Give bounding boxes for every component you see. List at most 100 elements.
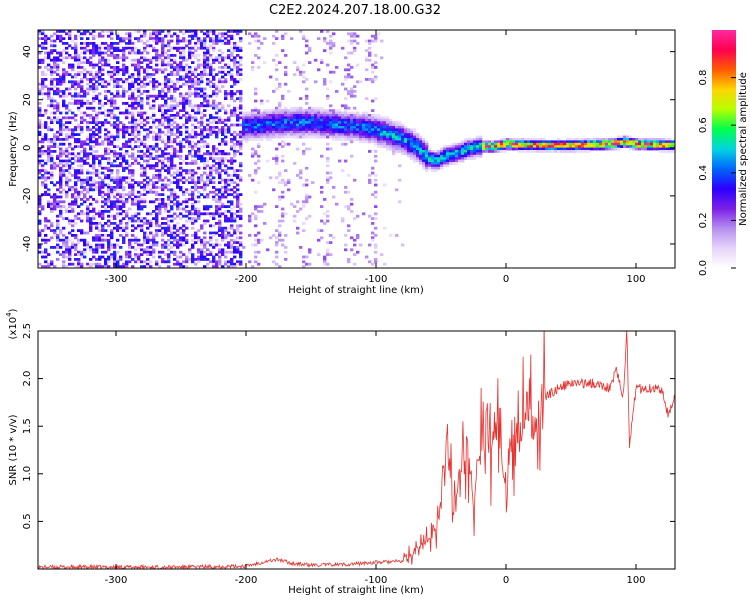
- spectrogram-cell: [233, 255, 237, 259]
- spectrogram-cell: [224, 90, 228, 93]
- spectrogram-cell: [158, 224, 162, 228]
- spectrogram-cell: [173, 190, 177, 194]
- spectrogram-cell: [74, 75, 78, 79]
- spectrogram-cell: [47, 63, 51, 67]
- spectrogram-cell: [140, 106, 144, 110]
- spectrogram-cell: [68, 44, 72, 48]
- spectrogram-cell: [167, 214, 171, 218]
- spectrogram-cell: [149, 37, 153, 40]
- spectrogram-cell: [134, 128, 138, 132]
- spectrogram-cell: [38, 150, 42, 153]
- spectrogram-cell: [173, 138, 177, 141]
- spectrogram-cell: [71, 241, 75, 244]
- spectrogram-cell: [446, 162, 450, 165]
- spectrogram-cell: [71, 243, 75, 247]
- spectrogram-cell: [101, 82, 105, 86]
- spectrogram-cell: [338, 111, 342, 115]
- spectrogram-cell: [140, 116, 144, 120]
- spectrogram-cell: [149, 66, 153, 69]
- spectrogram-cell: [185, 226, 189, 230]
- spectrogram-cell: [308, 111, 312, 115]
- spectrogram-cell: [131, 118, 135, 122]
- spectrogram-cell: [194, 210, 198, 213]
- spectrogram-cell: [71, 174, 75, 177]
- spectrogram-cell: [140, 66, 144, 69]
- spectrogram-cell: [278, 109, 282, 112]
- spectrogram-cell: [68, 135, 72, 139]
- spectrogram-cell: [62, 30, 66, 33]
- spectrogram-cell: [173, 106, 177, 110]
- spectrogram-cell: [170, 73, 174, 76]
- spectrogram-cell: [161, 51, 165, 55]
- spectrogram-cell: [80, 121, 84, 124]
- spectrogram-cell: [71, 68, 75, 72]
- spectrogram-cell: [452, 152, 456, 156]
- spectrogram-cell: [272, 111, 276, 115]
- spectrogram-cell: [284, 130, 288, 134]
- spectrogram-cell: [302, 70, 306, 74]
- spectrogram-cell: [239, 241, 243, 244]
- spectrogram-cell: [56, 243, 60, 247]
- spectrogram-cell: [371, 63, 375, 67]
- spectrogram-cell: [383, 140, 387, 144]
- spectrogram-cell: [275, 87, 279, 91]
- spectrogram-cell: [185, 260, 189, 264]
- spectrogram-cell: [257, 39, 261, 43]
- spectrogram-cell: [221, 193, 225, 196]
- spectrogram-cell: [494, 150, 498, 153]
- spectrogram-cell: [269, 130, 273, 134]
- spectrogram-cell: [152, 78, 156, 81]
- spectrogram-cell: [371, 140, 375, 144]
- spectrogram-cell: [86, 219, 90, 223]
- spectrogram-cell: [344, 56, 348, 60]
- spectrogram-cell: [146, 133, 150, 136]
- spectrogram-cell: [140, 56, 144, 60]
- spectrogram-cell: [131, 104, 135, 108]
- spectrogram-cell: [197, 46, 201, 50]
- spectrogram-cell: [275, 243, 279, 247]
- spectrogram-cell: [137, 78, 141, 81]
- spectrogram-cell: [344, 97, 348, 100]
- spectrogram-cell: [215, 212, 219, 216]
- spectrogram-cell: [134, 162, 138, 165]
- spectrogram-cell: [236, 262, 240, 266]
- spectrogram-cell: [371, 121, 375, 124]
- spectrogram-cell: [182, 145, 186, 148]
- spectrogram-cell: [299, 121, 303, 124]
- spectrogram-cell: [326, 159, 330, 163]
- spectrogram-cell: [320, 236, 324, 240]
- spectrogram-cell: [182, 169, 186, 172]
- spectrogram-cell: [71, 219, 75, 223]
- spectrogram-cell: [182, 109, 186, 112]
- spectrogram-cell: [167, 78, 171, 81]
- spectrogram-cell: [152, 174, 156, 177]
- spectrogram-cell: [98, 121, 102, 124]
- spectrogram-cell: [200, 102, 204, 105]
- spectrogram-cell: [182, 97, 186, 100]
- spectrogram-cell: [347, 92, 351, 96]
- spectrogram-cell: [296, 133, 300, 136]
- spectrogram-cell: [110, 190, 114, 194]
- spectrogram-cell: [572, 150, 576, 153]
- spectrogram-cell: [125, 250, 129, 254]
- spectrogram-cell: [122, 241, 126, 244]
- spectrogram-cell: [299, 126, 303, 129]
- spectrogram-cell: [131, 102, 135, 105]
- spectrogram-cell: [422, 166, 426, 170]
- spectrogram-cell: [134, 102, 138, 105]
- spectrogram-cell: [212, 145, 216, 148]
- spectrogram-cell: [203, 44, 207, 48]
- spectrogram-cell: [185, 234, 189, 237]
- spectrogram-cell: [365, 49, 369, 52]
- spectrogram-cell: [83, 243, 87, 247]
- spectrogram-cell: [146, 102, 150, 105]
- spectrogram-cell: [146, 121, 150, 124]
- spectrogram-cell: [437, 152, 441, 156]
- spectrogram-cell: [326, 109, 330, 112]
- spectrogram-cell: [227, 116, 231, 120]
- spectrogram-cell: [479, 145, 483, 148]
- spectrogram-cell: [215, 253, 219, 256]
- spectrogram-cell: [38, 51, 42, 55]
- spectrogram-cell: [275, 250, 279, 254]
- spectrogram-cell: [179, 46, 183, 50]
